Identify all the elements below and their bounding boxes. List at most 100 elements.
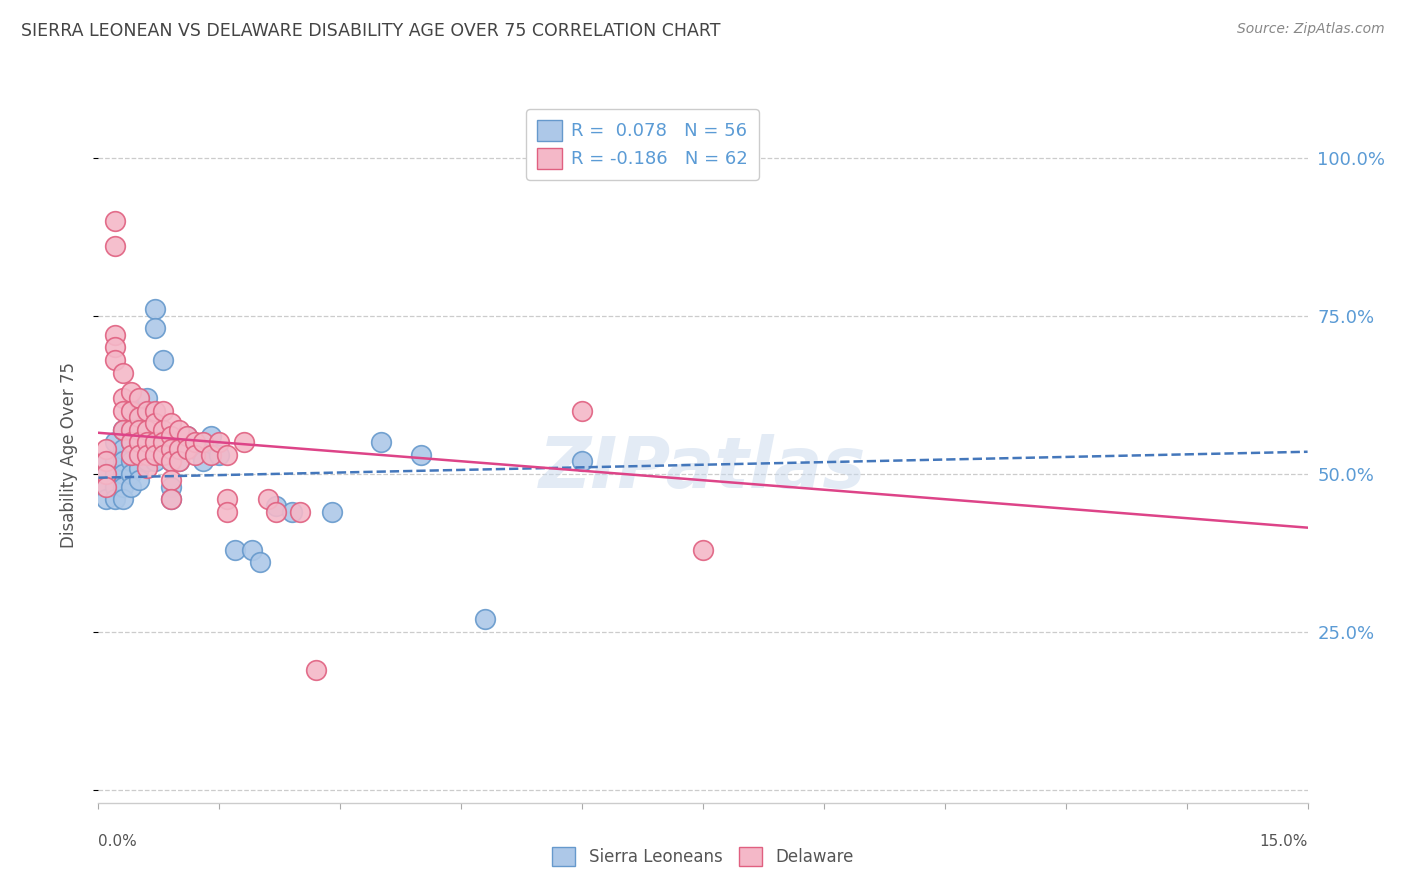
- Point: [96, 479, 118, 493]
- Legend: R =  0.078   N = 56, R = -0.186   N = 62: R = 0.078 N = 56, R = -0.186 N = 62: [526, 109, 759, 179]
- Point: [160, 473, 183, 487]
- Point: [264, 499, 287, 513]
- Point: [135, 460, 157, 475]
- Point: [103, 467, 125, 481]
- Point: [193, 442, 215, 456]
- Point: [96, 467, 118, 481]
- Point: [200, 448, 222, 462]
- Point: [281, 505, 304, 519]
- Point: [152, 353, 174, 368]
- Point: [217, 448, 239, 462]
- Point: [96, 442, 118, 456]
- Point: [135, 423, 157, 437]
- Point: [152, 403, 174, 417]
- Point: [160, 435, 183, 450]
- Point: [111, 479, 134, 493]
- Point: [120, 435, 142, 450]
- Point: [208, 435, 231, 450]
- Point: [264, 505, 287, 519]
- Point: [143, 454, 166, 468]
- Point: [120, 479, 142, 493]
- Point: [135, 403, 157, 417]
- Point: [143, 417, 166, 431]
- Legend: Sierra Leoneans, Delaware: Sierra Leoneans, Delaware: [544, 838, 862, 875]
- Point: [288, 505, 311, 519]
- Point: [128, 460, 150, 475]
- Point: [474, 612, 496, 626]
- Point: [571, 454, 593, 468]
- Point: [160, 417, 183, 431]
- Point: [184, 442, 207, 456]
- Point: [176, 429, 198, 443]
- Point: [128, 423, 150, 437]
- Point: [143, 442, 166, 456]
- Text: 0.0%: 0.0%: [98, 834, 138, 849]
- Point: [176, 442, 198, 456]
- Point: [128, 448, 150, 462]
- Point: [111, 403, 134, 417]
- Point: [120, 454, 142, 468]
- Point: [96, 454, 118, 468]
- Point: [111, 391, 134, 405]
- Point: [321, 505, 343, 519]
- Point: [96, 492, 118, 507]
- Point: [571, 403, 593, 417]
- Point: [103, 435, 125, 450]
- Text: ZIPatlas: ZIPatlas: [540, 434, 866, 503]
- Point: [128, 442, 150, 456]
- Point: [103, 214, 125, 228]
- Point: [135, 435, 157, 450]
- Point: [160, 492, 183, 507]
- Point: [160, 454, 183, 468]
- Point: [120, 417, 142, 431]
- Point: [103, 353, 125, 368]
- Point: [160, 479, 183, 493]
- Point: [152, 448, 174, 462]
- Point: [200, 429, 222, 443]
- Point: [120, 448, 142, 462]
- Point: [120, 467, 142, 481]
- Point: [111, 442, 134, 456]
- Point: [111, 467, 134, 481]
- Point: [135, 391, 157, 405]
- Point: [128, 473, 150, 487]
- Point: [184, 435, 207, 450]
- Point: [167, 442, 190, 456]
- Point: [120, 423, 142, 437]
- Point: [224, 542, 246, 557]
- Point: [111, 423, 134, 437]
- Y-axis label: Disability Age Over 75: Disability Age Over 75: [59, 362, 77, 548]
- Point: [152, 423, 174, 437]
- Point: [160, 442, 183, 456]
- Point: [409, 448, 432, 462]
- Point: [128, 423, 150, 437]
- Point: [249, 556, 271, 570]
- Point: [167, 423, 190, 437]
- Text: SIERRA LEONEAN VS DELAWARE DISABILITY AGE OVER 75 CORRELATION CHART: SIERRA LEONEAN VS DELAWARE DISABILITY AG…: [21, 22, 721, 40]
- Point: [167, 442, 190, 456]
- Point: [370, 435, 392, 450]
- Point: [103, 492, 125, 507]
- Text: Source: ZipAtlas.com: Source: ZipAtlas.com: [1237, 22, 1385, 37]
- Point: [143, 403, 166, 417]
- Point: [256, 492, 278, 507]
- Point: [128, 409, 150, 424]
- Point: [152, 435, 174, 450]
- Point: [111, 366, 134, 380]
- Point: [128, 435, 150, 450]
- Point: [143, 302, 166, 317]
- Point: [96, 467, 118, 481]
- Point: [103, 327, 125, 342]
- Point: [240, 542, 263, 557]
- Point: [208, 448, 231, 462]
- Point: [143, 321, 166, 335]
- Point: [96, 454, 118, 468]
- Point: [103, 239, 125, 253]
- Point: [111, 492, 134, 507]
- Point: [128, 403, 150, 417]
- Point: [193, 435, 215, 450]
- Point: [103, 340, 125, 354]
- Point: [135, 454, 157, 468]
- Point: [167, 454, 190, 468]
- Point: [217, 492, 239, 507]
